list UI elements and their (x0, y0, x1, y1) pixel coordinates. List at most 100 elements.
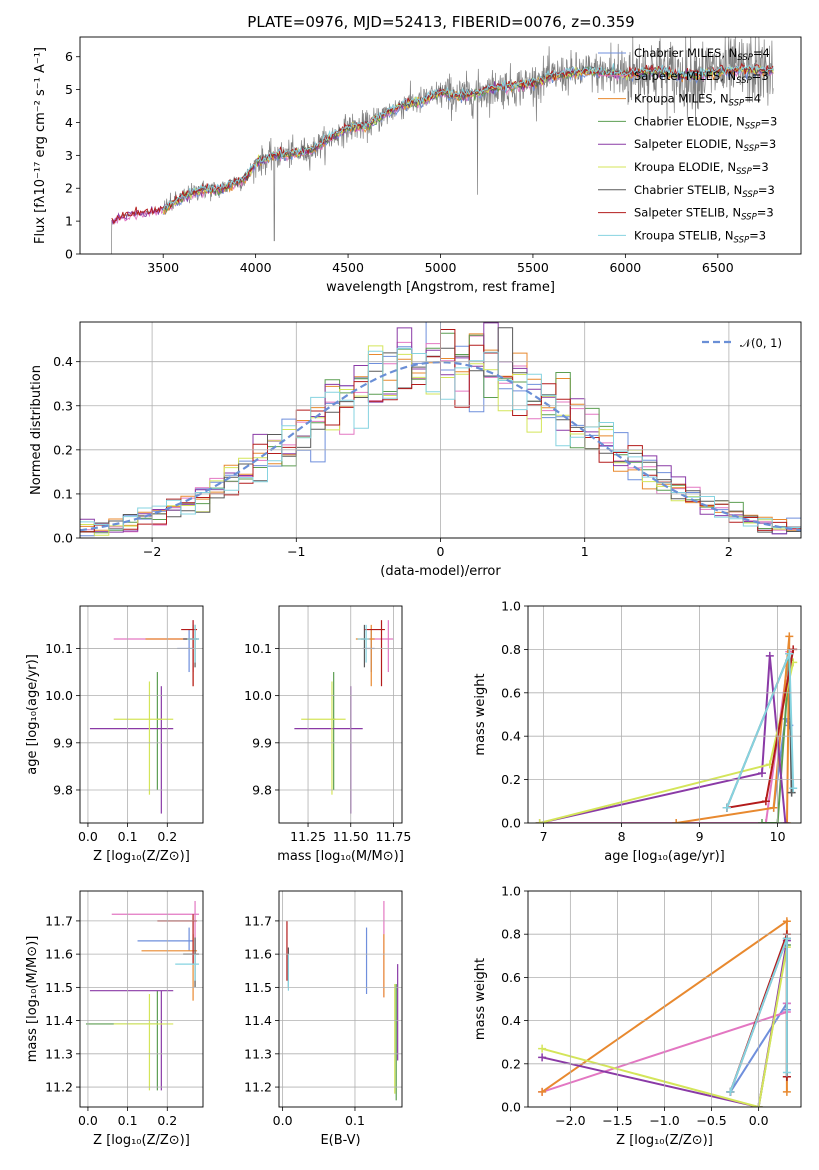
y-tick-label: 0.3 (53, 398, 73, 413)
y-tick-label: 3 (65, 148, 73, 163)
panel-age-vs-Z: 0.0 0.1 0.2 9.8 9.9 10.0 10.1 Z [log₁₀(Z/Z⊙)] ag… (25, 605, 204, 864)
errorbar-kroupa-stelib (357, 624, 370, 663)
axes-frame (79, 890, 204, 1108)
x-tick-label: −0.5 (696, 1113, 726, 1128)
y-axis-label: mass weight (473, 958, 488, 1040)
y-tick-label: 9.9 (252, 735, 272, 750)
legend-label: Chabrier MILES, NSSP=4 (634, 46, 770, 63)
axes-frame (278, 605, 403, 824)
y-tick-label: 0.1 (53, 486, 73, 501)
series-marker (672, 819, 681, 823)
series-line (762, 660, 791, 823)
y-tick-label: 10.0 (244, 688, 272, 703)
x-tick-label: 11.25 (290, 829, 326, 844)
y-tick-label: 11.6 (45, 947, 73, 962)
legend-label: Salpeter MILES, NSSP=3 (634, 69, 769, 86)
x-tick-label: 9 (696, 829, 704, 844)
y-tick-label: 11.3 (244, 1046, 272, 1061)
series-marker (785, 649, 794, 658)
series-marker (538, 1044, 547, 1053)
series-marker (726, 1087, 735, 1096)
errorbar-chabrier-stelib (361, 624, 367, 668)
x-tick-label: 4000 (240, 260, 272, 275)
series-marker (782, 917, 791, 926)
panel-weight-vs-age: 7 8 9 10 0.0 0.2 0.4 0.6 0.8 1.0 age [log₁₀(age/yr… (473, 599, 802, 864)
x-tick-label: 6000 (609, 260, 641, 275)
panel-mass-vs-Z: 0.0 0.1 0.2 11.2 11.3 11.4 11.5 11.6 11.7 Z [log₁… (25, 890, 204, 1148)
y-tick-label: 0.0 (501, 1100, 521, 1115)
plot-area-weight-vs-age (535, 632, 798, 823)
series-marker (765, 651, 774, 660)
y-tick-label: 10.1 (45, 641, 73, 656)
y-tick-label: 0 (65, 247, 73, 262)
plot-area-spectrum (111, 37, 774, 254)
y-tick-label: 0.8 (501, 642, 521, 657)
errorbar-chabrier-elodie (85, 990, 158, 1091)
plot-area-age-vs-mass (294, 620, 394, 814)
y-tick-label: 11.3 (45, 1046, 73, 1061)
series-marker (758, 769, 766, 778)
errorbar-kroupa-miles (355, 624, 375, 687)
x-tick-label: 8 (618, 829, 626, 844)
y-tick-label: 9.8 (252, 782, 272, 797)
panel-weight-vs-Z: −2.0 −1.5 −1.0 −0.5 0.0 0.0 0.2 0.4 0.6 0.8 1.0 Z [… (473, 884, 802, 1148)
x-tick-label: −2 (143, 544, 161, 559)
series-line (541, 947, 788, 1107)
y-tick-label: 4 (65, 115, 73, 130)
x-axis-label: age [log₁₀(age/yr)] (604, 849, 725, 864)
x-tick-label: 2 (725, 544, 733, 559)
y-tick-label: 11.7 (244, 913, 272, 928)
axes-frame (79, 36, 802, 255)
errorbar-salpeter-elodie (294, 686, 363, 814)
series-marker (785, 632, 794, 641)
errorbar-salpeter-stelib (364, 620, 385, 687)
y-tick-label: 0.2 (53, 442, 73, 457)
panel-mass-vs-ebv: 0.0 0.1 11.2 11.3 11.4 11.5 11.6 11.7 E(B-V) (244, 890, 403, 1148)
errorbar-salpeter-stelib (157, 914, 198, 965)
series-marker (782, 1068, 791, 1077)
y-tick-label: 0.4 (501, 729, 521, 744)
plot-area-age-vs-Z (89, 620, 200, 814)
legend: Chabrier MILES, NSSP=4 Salpeter MILES, NS… (598, 46, 777, 245)
x-axis-label: mass [log₁₀(M/M⊙)] (277, 849, 404, 864)
errorbar-salpeter-stelib (181, 620, 198, 687)
axes-frame (79, 321, 802, 539)
x-tick-label: 0.2 (157, 1113, 177, 1128)
x-axis-label: (data-model)/error (380, 564, 501, 579)
errorbar-salpeter-elodie (89, 990, 174, 1091)
x-tick-label: 0.2 (157, 829, 177, 844)
series-line (539, 651, 791, 823)
x-tick-label: 11.50 (333, 829, 369, 844)
series-marker (758, 819, 766, 823)
legend-label: Salpeter STELIB, NSSP=3 (634, 206, 774, 223)
series-marker (782, 1087, 791, 1096)
x-tick-label: 1 (581, 544, 589, 559)
plot-area-mass-vs-ebv (286, 900, 399, 1101)
y-tick-label: 6 (65, 49, 73, 64)
model-curve-kroupa-stelib (162, 63, 774, 211)
errorbar-salpeter-miles (113, 620, 198, 673)
x-tick-label: −1.5 (602, 1113, 632, 1128)
y-tick-label: 11.5 (45, 980, 73, 995)
x-tick-label: −1 (287, 544, 305, 559)
axes-frame (79, 605, 204, 824)
x-tick-label: 5000 (425, 260, 457, 275)
y-tick-label: 9.9 (53, 735, 73, 750)
errorbar-chabrier-stelib (183, 624, 200, 668)
chart-panels: 3500 4000 4500 5000 5500 6000 6500 0 1 2 3 4 5 6 wavel… (25, 36, 802, 1148)
errorbar-chabrier-miles (177, 629, 194, 673)
x-tick-label: 11.75 (376, 829, 412, 844)
series-kroupa-miles (672, 632, 794, 823)
y-tick-label: 0.2 (501, 772, 521, 787)
x-tick-label: 0.1 (118, 1113, 138, 1128)
x-tick-label: 3500 (147, 260, 179, 275)
plot-area-mass-vs-Z (85, 900, 200, 1091)
legend: 𝒩(0, 1) (702, 336, 782, 350)
series-marker (789, 784, 798, 793)
y-tick-label: 11.2 (45, 1080, 73, 1095)
series-line (676, 636, 791, 823)
series-marker (535, 819, 544, 823)
axes-frame (527, 605, 802, 824)
axes-frame (527, 890, 802, 1108)
